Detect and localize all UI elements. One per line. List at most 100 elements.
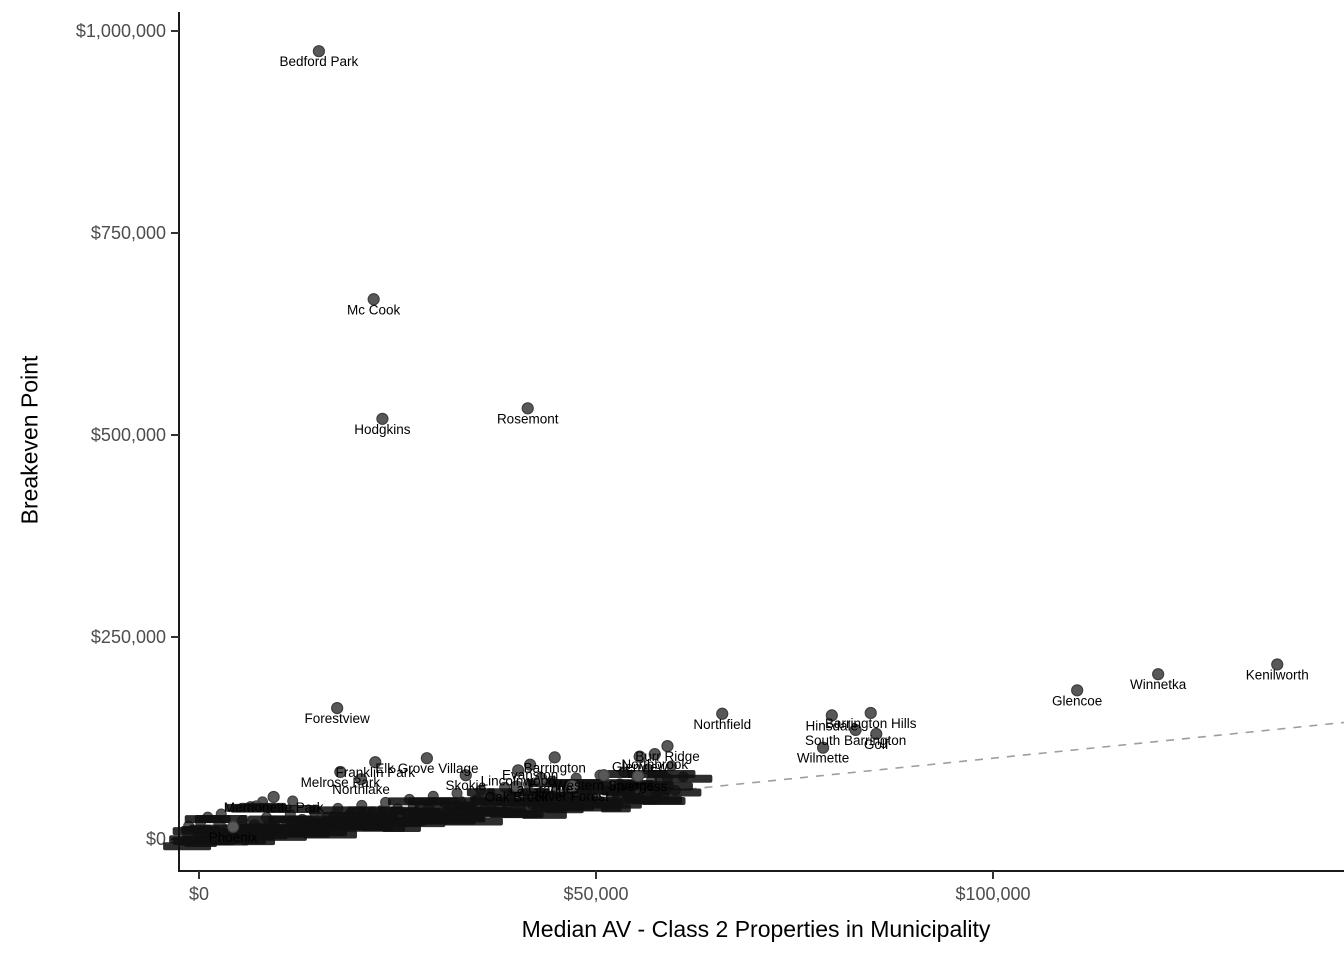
overlapping-labels-smudge xyxy=(568,779,632,788)
data-point xyxy=(312,45,325,58)
data-point xyxy=(376,412,389,425)
point-label: Melrose Park xyxy=(301,775,381,790)
point-label: Winnetka xyxy=(1130,677,1187,692)
overlapping-labels-smudge xyxy=(470,806,513,815)
data-point xyxy=(331,702,344,715)
overlapping-labels-smudge xyxy=(521,810,567,819)
overlapping-labels-smudge xyxy=(601,787,636,796)
data-point xyxy=(510,780,523,793)
data-point xyxy=(459,769,472,782)
point-label: Hodgkins xyxy=(354,422,411,437)
point-label: Skokie xyxy=(446,778,487,793)
point-label: Evanston xyxy=(502,768,558,783)
point-label: South Barrington xyxy=(805,733,906,748)
point-label: Burr Ridge xyxy=(635,749,700,764)
y-axis-title: Breakeven Point xyxy=(16,355,43,525)
point-label: Hinsdale xyxy=(806,718,859,733)
overlapping-labels-smudge xyxy=(208,828,267,837)
overlapping-labels-smudge xyxy=(194,814,248,823)
point-label: River Forest xyxy=(535,789,609,804)
data-point xyxy=(1271,658,1284,671)
data-point xyxy=(864,706,877,720)
point-label: Lincolnwood xyxy=(481,773,556,788)
overlapping-labels-smudge xyxy=(641,797,686,806)
data-point xyxy=(1152,668,1165,681)
x-tick-label: $100,000 xyxy=(955,884,1030,904)
point-label: Glenview xyxy=(612,760,668,775)
overlapping-labels-smudge xyxy=(600,804,631,813)
x-axis-title: Median AV - Class 2 Properties in Munici… xyxy=(521,916,991,942)
point-label: Golf xyxy=(864,737,889,752)
overlapping-labels-smudge xyxy=(428,797,486,806)
data-point xyxy=(870,727,883,741)
data-point xyxy=(631,769,645,783)
overlapping-labels-smudge xyxy=(554,796,618,805)
data-point xyxy=(523,758,537,771)
data-point xyxy=(521,402,534,415)
data-point xyxy=(334,765,347,779)
point-label: Phoenix xyxy=(209,830,258,845)
point-label: Franklin Park xyxy=(336,765,416,780)
overlapping-labels-smudge xyxy=(367,817,425,826)
overlapping-labels-smudge xyxy=(242,837,276,846)
data-point xyxy=(849,723,862,737)
y-tick-label: $750,000 xyxy=(91,223,166,243)
data-point xyxy=(648,748,661,761)
overlapping-labels-smudge xyxy=(441,807,477,816)
y-tick-label: $250,000 xyxy=(91,627,166,647)
point-label: Inverness xyxy=(609,779,668,794)
point-label: Northfield xyxy=(693,717,751,732)
x-tick-label: $50,000 xyxy=(563,884,628,904)
point-label: Barrington Hills xyxy=(825,716,917,731)
overlapping-labels-smudge xyxy=(225,803,287,812)
x-tick-label: $0 xyxy=(189,884,209,904)
point-label: Barrington xyxy=(524,760,586,775)
point-label: Northbrook xyxy=(621,757,688,772)
data-point xyxy=(716,707,729,720)
overlapping-labels-smudge xyxy=(629,786,671,795)
point-label: Northlake xyxy=(332,782,390,797)
data-point xyxy=(535,772,548,785)
point-label: Wilmette xyxy=(797,751,850,766)
overlapping-labels-smudge xyxy=(184,838,218,847)
data-point xyxy=(548,751,561,764)
y-tick-label: $1,000,000 xyxy=(76,21,166,41)
data-point xyxy=(1071,684,1084,697)
data-point xyxy=(227,820,240,833)
data-point xyxy=(369,756,382,769)
overlapping-labels-smudge xyxy=(367,806,404,815)
overlapping-labels-smudge xyxy=(254,827,284,836)
point-label: Mc Cook xyxy=(347,302,401,317)
data-point xyxy=(367,293,380,306)
data-point xyxy=(354,773,368,786)
y-tick-label: $500,000 xyxy=(91,425,166,445)
overlapping-labels-smudge xyxy=(413,807,442,816)
data-point xyxy=(512,764,525,777)
data-point xyxy=(661,739,674,753)
data-point xyxy=(597,769,611,782)
data-point xyxy=(825,709,838,722)
overlapping-labels-smudge xyxy=(442,817,503,826)
point-label: Western Springs xyxy=(554,778,654,793)
point-label: Bedford Park xyxy=(279,54,358,69)
y-tick-label: $0 xyxy=(146,829,166,849)
overlapping-labels-smudge xyxy=(282,827,319,836)
overlapping-labels-smudge xyxy=(181,826,221,835)
overlapping-labels-smudge xyxy=(381,824,421,833)
point-label: Kenilworth xyxy=(1246,667,1309,682)
data-point xyxy=(420,752,433,765)
point-label: Elk Grove Village xyxy=(375,761,478,776)
overlapping-labels-smudge xyxy=(647,769,696,778)
data-point xyxy=(566,779,579,793)
point-label: Oak Brook xyxy=(485,789,549,804)
data-point xyxy=(633,750,646,763)
point-label: Rosemont xyxy=(497,411,559,426)
data-point xyxy=(267,790,280,804)
point-label: Glencoe xyxy=(1052,693,1102,708)
point-label: La Grange xyxy=(509,781,573,796)
point-label: Merrionette Park xyxy=(224,800,324,815)
point-label: Forestview xyxy=(305,711,371,726)
data-point xyxy=(816,741,830,754)
